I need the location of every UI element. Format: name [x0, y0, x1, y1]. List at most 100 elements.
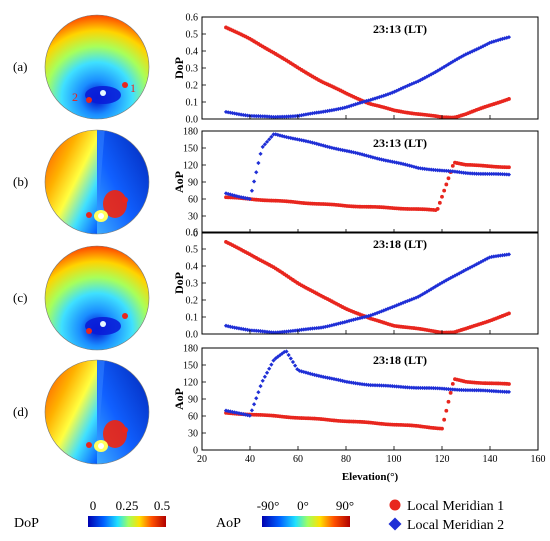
colorbar-tick-label: -90°: [257, 498, 280, 513]
data-point: [334, 146, 339, 151]
data-point: [465, 388, 471, 393]
data-point: [472, 48, 477, 53]
data-point: [249, 188, 255, 193]
data-point: [239, 326, 244, 331]
data-point: [280, 133, 285, 139]
data-point: [245, 327, 250, 332]
data-point: [506, 172, 512, 177]
data-point: [264, 139, 270, 144]
colorbar-name: DoP: [14, 516, 39, 531]
data-point: [223, 408, 229, 413]
data-point: [269, 114, 274, 119]
data-point: [264, 370, 270, 375]
y-tick-label: 90: [188, 178, 198, 189]
data-point: [448, 390, 453, 395]
data-point: [437, 281, 442, 287]
data-point: [362, 99, 367, 104]
sky-fill: [45, 360, 149, 464]
data-point: [269, 134, 274, 139]
data-point: [340, 320, 345, 325]
data-point: [442, 64, 447, 69]
data-point: [433, 284, 438, 289]
sky-border: [44, 359, 150, 465]
data-point: [288, 356, 293, 361]
data-point: [379, 157, 384, 162]
data-point: [461, 387, 466, 393]
data-point: [500, 253, 505, 258]
data-point: [506, 252, 512, 257]
data-point: [426, 167, 432, 172]
colorbar-gradient: [88, 516, 166, 527]
data-point: [394, 303, 399, 308]
data-point: [413, 165, 419, 170]
data-point: [396, 87, 401, 92]
colorbar-tick-label: 0: [90, 498, 97, 513]
data-point: [450, 381, 455, 386]
x-tick-label: 40: [245, 454, 255, 465]
data-point: [450, 387, 455, 392]
colorbar-dop: 0 0.25 0.5 DoP: [14, 498, 170, 531]
data-point: [398, 161, 404, 166]
panel-time-label: 23:13 (LT): [373, 136, 427, 150]
data-point: [416, 294, 421, 299]
data-point: [433, 69, 438, 75]
colorbar-tick-label: 0°: [297, 498, 309, 513]
data-point: [310, 111, 315, 116]
data-point: [254, 113, 259, 119]
y-tick-label: 0: [193, 446, 198, 457]
data-point: [295, 137, 300, 142]
data-point: [251, 179, 257, 184]
data-point: [329, 108, 334, 113]
data-point: [485, 171, 490, 177]
data-point: [496, 253, 501, 258]
data-point: [260, 114, 265, 119]
sky-fill: [45, 130, 149, 234]
meridian-marker-2: [86, 212, 92, 218]
x-tick-label: 140: [483, 454, 498, 465]
data-point: [507, 97, 511, 101]
y-axis-label: AoP: [172, 388, 186, 410]
data-point: [450, 59, 455, 64]
data-point: [262, 374, 267, 379]
data-point: [448, 387, 453, 392]
y-tick-label: 0.0: [186, 115, 199, 126]
data-point: [338, 378, 343, 383]
data-point: [353, 317, 358, 322]
data-point: [305, 111, 311, 117]
data-point: [288, 328, 293, 334]
data-point: [403, 299, 408, 304]
data-point: [467, 171, 473, 176]
y-tick-label: 0: [193, 229, 198, 240]
series-local-meridian-2: [223, 349, 512, 418]
data-point: [383, 158, 388, 163]
data-point: [388, 159, 393, 164]
data-point: [254, 396, 259, 401]
data-point: [368, 154, 373, 159]
data-point: [286, 352, 291, 358]
data-point: [431, 167, 436, 172]
data-point: [480, 44, 486, 49]
plot-panels: 0.0 0.1 0.2 0.3 0.4 0.5 0.6 DoP 23:13 (LT) 0 30 60 9…: [172, 13, 546, 484]
meridian-marker-2: [86, 328, 92, 334]
data-point: [506, 35, 512, 40]
y-tick-label: 0.1: [186, 98, 199, 109]
data-point: [284, 349, 289, 354]
data-point: [470, 388, 475, 393]
data-point: [440, 426, 444, 431]
y-tick-label: 30: [188, 212, 198, 223]
data-point: [286, 114, 291, 119]
data-point: [323, 109, 328, 114]
data-point: [416, 385, 421, 390]
data-point: [483, 257, 488, 262]
data-point: [288, 135, 293, 141]
data-point: [243, 327, 248, 332]
data-point: [342, 148, 347, 153]
sky-dop-gradient: [45, 246, 149, 350]
data-point: [258, 151, 263, 156]
data-point: [308, 326, 313, 331]
data-point: [290, 136, 296, 141]
data-point: [368, 383, 373, 388]
data-point: [245, 413, 250, 418]
data-point: [435, 207, 440, 211]
data-point: [418, 385, 423, 391]
